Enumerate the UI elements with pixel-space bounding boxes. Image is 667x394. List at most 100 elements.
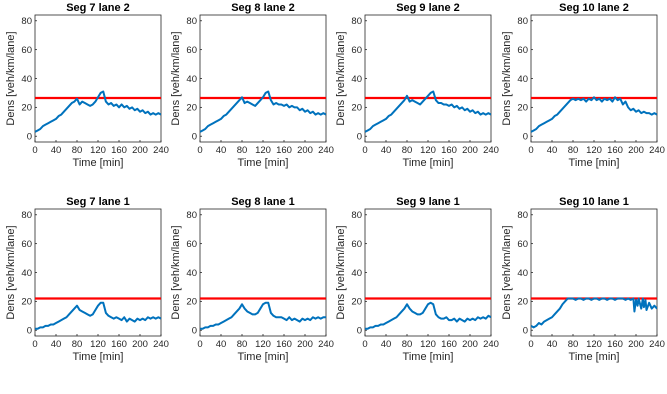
series-line: [35, 301, 161, 330]
subplot: 0 40 80 120 160 200 240 0 20 40 60 80 Seg 10 lane 1 T…: [501, 196, 665, 363]
x-tick-label: 80: [568, 339, 579, 350]
y-tick-label: 0: [523, 132, 528, 143]
y-axis-label: Dens [veh/km/lane]: [170, 225, 182, 319]
y-tick-label: 20: [186, 103, 197, 114]
x-tick-label: 240: [318, 145, 334, 156]
x-tick-label: 120: [586, 339, 602, 350]
x-tick-label: 120: [255, 145, 271, 156]
y-axis-label: Dens [veh/km/lane]: [5, 31, 17, 125]
subplot: 0 40 80 120 160 200 240 0 20 40 60 80 Seg 10 lane 2 T…: [501, 2, 665, 169]
x-axis-label: Time [min]: [403, 351, 454, 363]
y-tick-label: 0: [357, 326, 362, 337]
x-tick-label: 120: [420, 339, 436, 350]
x-tick-label: 80: [402, 339, 413, 350]
chart-title: Seg 7 lane 1: [66, 196, 130, 208]
x-tick-label: 0: [32, 339, 37, 350]
x-tick-label: 160: [441, 339, 457, 350]
axes-box: [34, 14, 162, 143]
subplot: 0 40 80 120 160 200 240 0 20 40 60 80 Seg 9 lane 2 Ti…: [335, 2, 499, 169]
x-tick-label: 160: [607, 145, 623, 156]
x-tick-label: 240: [483, 145, 499, 156]
x-tick-label: 200: [297, 145, 313, 156]
y-axis-label: Dens [veh/km/lane]: [5, 225, 17, 319]
x-tick-label: 200: [132, 339, 148, 350]
y-axis-label: Dens [veh/km/lane]: [170, 31, 182, 125]
axes-box: [530, 14, 658, 143]
y-tick-label: 80: [351, 16, 362, 27]
x-tick-label: 0: [528, 339, 533, 350]
x-tick-label: 40: [51, 339, 62, 350]
y-tick-label: 20: [517, 297, 528, 308]
x-tick-label: 80: [72, 145, 83, 156]
x-tick-label: 120: [90, 145, 106, 156]
x-tick-label: 40: [381, 145, 392, 156]
y-tick-label: 20: [21, 103, 32, 114]
chart-title: Seg 7 lane 2: [66, 2, 130, 14]
x-tick-label: 240: [483, 339, 499, 350]
x-tick-label: 0: [362, 145, 367, 156]
x-tick-label: 160: [607, 339, 623, 350]
y-tick-label: 40: [351, 74, 362, 85]
y-tick-label: 20: [351, 297, 362, 308]
x-tick-label: 200: [628, 145, 644, 156]
y-tick-label: 60: [186, 45, 197, 56]
y-tick-label: 40: [351, 268, 362, 279]
x-tick-label: 80: [237, 145, 248, 156]
series-line: [200, 90, 326, 133]
x-tick-label: 40: [216, 339, 227, 350]
series-line: [531, 96, 657, 133]
x-tick-label: 0: [197, 145, 202, 156]
y-axis-label: Dens [veh/km/lane]: [501, 225, 513, 319]
y-tick-label: 80: [517, 210, 528, 221]
x-tick-label: 40: [216, 145, 227, 156]
y-tick-label: 0: [357, 132, 362, 143]
y-tick-label: 80: [517, 16, 528, 27]
y-tick-label: 60: [351, 45, 362, 56]
axes-box: [364, 208, 492, 337]
y-tick-label: 60: [186, 239, 197, 250]
y-tick-label: 0: [523, 326, 528, 337]
y-tick-label: 40: [186, 268, 197, 279]
y-tick-label: 80: [186, 210, 197, 221]
x-tick-label: 200: [297, 339, 313, 350]
x-axis-label: Time [min]: [73, 351, 124, 363]
x-tick-label: 0: [362, 339, 367, 350]
y-tick-label: 40: [517, 74, 528, 85]
x-tick-label: 240: [649, 339, 665, 350]
y-tick-label: 60: [517, 239, 528, 250]
chart-title: Seg 9 lane 2: [396, 2, 460, 14]
y-tick-label: 0: [27, 326, 32, 337]
x-tick-label: 0: [528, 145, 533, 156]
x-tick-label: 40: [51, 145, 62, 156]
subplot: 0 40 80 120 160 200 240 0 20 40 60 80 Seg 7 lane 1 Ti…: [5, 196, 169, 363]
y-tick-label: 80: [351, 210, 362, 221]
chart-title: Seg 10 lane 1: [559, 196, 629, 208]
x-tick-label: 240: [318, 339, 334, 350]
y-tick-label: 60: [21, 45, 32, 56]
subplot: 0 40 80 120 160 200 240 0 20 40 60 80 Seg 8 lane 2 Ti…: [170, 2, 334, 169]
y-tick-label: 0: [192, 132, 197, 143]
chart-title: Seg 8 lane 1: [231, 196, 295, 208]
chart-title: Seg 10 lane 2: [559, 2, 629, 14]
y-tick-label: 40: [21, 74, 32, 85]
x-tick-label: 160: [441, 145, 457, 156]
x-tick-label: 80: [237, 339, 248, 350]
x-axis-label: Time [min]: [403, 157, 454, 169]
y-tick-label: 60: [21, 239, 32, 250]
x-tick-label: 160: [276, 339, 292, 350]
y-tick-label: 40: [517, 268, 528, 279]
y-tick-label: 80: [186, 16, 197, 27]
x-tick-label: 200: [462, 339, 478, 350]
x-tick-label: 120: [586, 145, 602, 156]
y-axis-label: Dens [veh/km/lane]: [335, 31, 347, 125]
y-tick-label: 20: [186, 297, 197, 308]
series-line: [35, 90, 161, 133]
axes-box: [530, 208, 658, 337]
x-tick-label: 40: [547, 339, 558, 350]
x-tick-label: 40: [547, 145, 558, 156]
axes-box: [199, 14, 327, 143]
x-tick-label: 0: [32, 145, 37, 156]
axes-box: [34, 208, 162, 337]
y-tick-label: 20: [517, 103, 528, 114]
